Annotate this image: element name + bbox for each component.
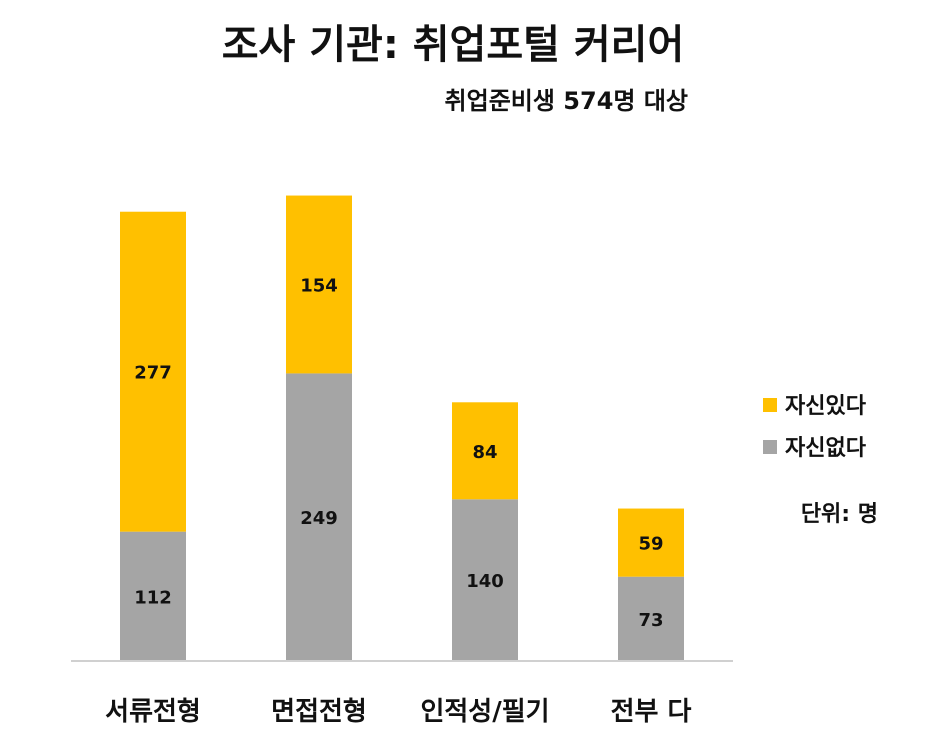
unit-note: 단위: 명: [801, 502, 878, 527]
category-label-3: 전부 다: [611, 697, 692, 727]
data-label-unconfident-3: 73: [638, 610, 663, 631]
category-labels: 서류전형 면접전형 인적성/필기 전부 다: [105, 697, 691, 727]
data-label-unconfident-2: 140: [466, 571, 504, 592]
category-label-1: 면접전형: [271, 697, 367, 727]
category-label-0: 서류전형: [105, 697, 201, 727]
legend-swatch-0: [763, 398, 777, 412]
chart-subtitle: 취업준비생 574명 대상: [445, 87, 688, 115]
data-label-unconfident-1: 249: [300, 508, 338, 529]
legend-label-0: 자신있다: [785, 394, 867, 419]
data-label-confident-2: 84: [472, 442, 497, 463]
bar-segment-confident-2: [452, 402, 518, 500]
legend-swatch-1: [763, 440, 777, 454]
data-label-confident-3: 59: [638, 534, 663, 555]
bar-segment-unconfident-2: [452, 499, 518, 661]
data-label-unconfident-0: 112: [134, 587, 172, 608]
data-label-confident-1: 154: [300, 275, 338, 296]
bar-segment-unconfident-1: [286, 373, 352, 661]
bars-group: 112 277 249 154 140 84 73 59: [120, 195, 684, 661]
chart-title: 조사 기관: 취업포털 커리어: [222, 22, 685, 68]
data-label-confident-0: 277: [134, 363, 172, 384]
bar-segment-confident-1: [286, 195, 352, 374]
legend-label-1: 자신없다: [785, 436, 867, 461]
bar-segment-unconfident-0: [120, 531, 186, 661]
category-label-2: 인적성/필기: [420, 697, 549, 727]
bar-segment-confident-3: [618, 508, 684, 577]
bar-segment-unconfident-3: [618, 576, 684, 661]
bar-segment-confident-0: [120, 211, 186, 532]
